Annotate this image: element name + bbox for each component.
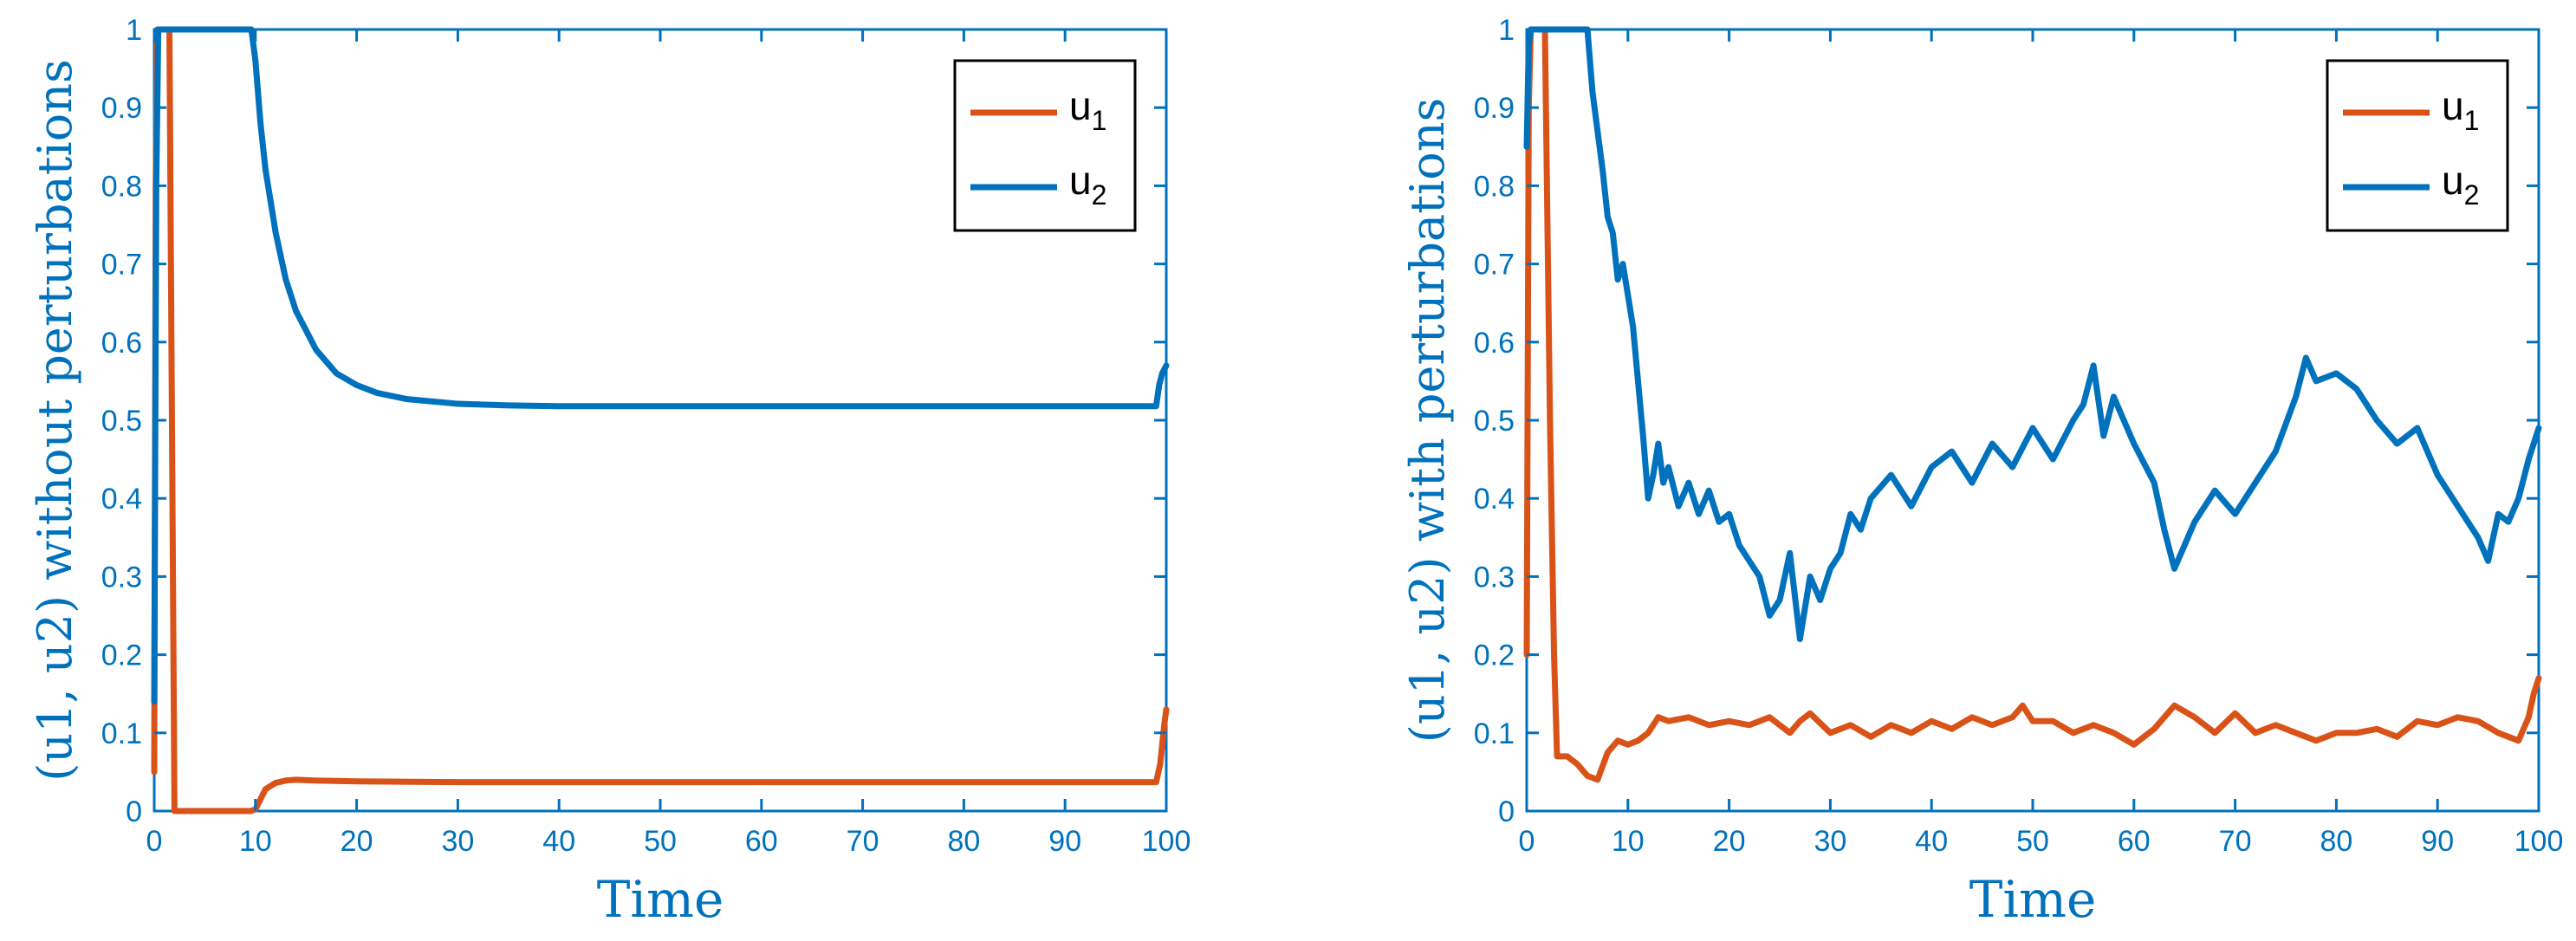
x-axis-label: Time bbox=[597, 870, 724, 929]
series-line-u1 bbox=[1523, 26, 2542, 783]
legend-label-u2: u2 bbox=[2442, 158, 2479, 211]
x-tick-label: 50 bbox=[644, 825, 677, 858]
legend-box bbox=[2326, 59, 2509, 232]
y-tick-label: 0 bbox=[126, 795, 142, 828]
chart-panel-with-perturbations: 0 10 20 30 40 50 60 70 80 90 100 0 0.1 0.2 0.3 0.4 0.5 0.… bbox=[1400, 14, 2563, 929]
y-tick-label: 0.2 bbox=[101, 639, 142, 672]
legend-label-u1: u1 bbox=[2442, 83, 2479, 136]
legend-box bbox=[953, 59, 1137, 232]
x-tick-label: 30 bbox=[441, 825, 474, 858]
y-axis-label: (u1, u2) without perturbations bbox=[28, 59, 82, 781]
y-tick-label: 0.4 bbox=[1474, 483, 1515, 516]
y-tick-label: 0.6 bbox=[1474, 327, 1515, 360]
y-tick-label: 0 bbox=[1498, 795, 1515, 828]
chart-panel-without-perturbations: 0 10 20 30 40 50 60 70 80 90 100 0 0.1 0.2 0.3 0.4 0.5 0.… bbox=[28, 14, 1191, 929]
x-tick-label: 10 bbox=[239, 825, 272, 858]
series-layer bbox=[151, 26, 1170, 814]
legend: u1 u2 bbox=[2326, 59, 2509, 232]
x-tick-label: 40 bbox=[1915, 825, 1948, 858]
x-tick-label: 90 bbox=[2421, 825, 2454, 858]
y-tick-label: 0.7 bbox=[101, 249, 142, 282]
x-axis-label: Time bbox=[1969, 870, 2097, 929]
series-line-u1 bbox=[151, 26, 1170, 814]
y-tick-label: 0.1 bbox=[101, 717, 142, 750]
y-tick-label: 0.4 bbox=[101, 483, 142, 516]
y-tick-label: 0.3 bbox=[101, 561, 142, 594]
x-tick-label: 60 bbox=[2118, 825, 2151, 858]
y-tick-label: 0.3 bbox=[1474, 561, 1515, 594]
x-tick-label: 100 bbox=[1142, 825, 1191, 858]
y-tick-label: 0.9 bbox=[101, 92, 142, 125]
x-tick-label: 100 bbox=[2514, 825, 2564, 858]
ticks-layer: 0 10 20 30 40 50 60 70 80 90 100 0 0.1 0.2 0.3 0.4 0.5 0.… bbox=[101, 14, 1191, 858]
y-tick-label: 0.8 bbox=[101, 170, 142, 203]
x-tick-label: 0 bbox=[146, 825, 163, 858]
y-tick-label: 0.9 bbox=[1474, 92, 1515, 125]
x-tick-label: 40 bbox=[542, 825, 575, 858]
legend: u1 u2 bbox=[953, 59, 1137, 232]
y-tick-label: 1 bbox=[1498, 14, 1515, 47]
x-tick-label: 10 bbox=[1612, 825, 1645, 858]
y-axis-label: (u1, u2) with perturbations bbox=[1400, 98, 1455, 743]
y-tick-label: 0.1 bbox=[1474, 717, 1515, 750]
x-tick-label: 30 bbox=[1814, 825, 1846, 858]
y-tick-label: 1 bbox=[126, 14, 142, 47]
x-tick-label: 90 bbox=[1048, 825, 1081, 858]
x-tick-label: 80 bbox=[947, 825, 980, 858]
x-tick-label: 50 bbox=[2016, 825, 2049, 858]
x-tick-label: 0 bbox=[1519, 825, 1535, 858]
x-tick-label: 70 bbox=[847, 825, 879, 858]
legend-label-u1: u1 bbox=[1069, 83, 1106, 136]
y-tick-label: 0.6 bbox=[101, 327, 142, 360]
series-line-u2 bbox=[151, 26, 1170, 705]
ticks-layer: 0 10 20 30 40 50 60 70 80 90 100 0 0.1 0.2 0.3 0.4 0.5 0.… bbox=[1474, 14, 2564, 858]
y-tick-label: 0.5 bbox=[1474, 405, 1515, 438]
x-tick-label: 60 bbox=[745, 825, 778, 858]
y-tick-label: 0.8 bbox=[1474, 170, 1515, 203]
series-line-u2 bbox=[1523, 26, 2542, 643]
y-tick-label: 0.7 bbox=[1474, 249, 1515, 282]
x-tick-label: 80 bbox=[2320, 825, 2352, 858]
y-tick-label: 0.2 bbox=[1474, 639, 1515, 672]
legend-label-u2: u2 bbox=[1069, 158, 1106, 211]
y-tick-label: 0.5 bbox=[101, 405, 142, 438]
series-layer bbox=[1523, 26, 2542, 783]
x-tick-label: 20 bbox=[341, 825, 373, 858]
x-tick-label: 20 bbox=[1713, 825, 1746, 858]
x-tick-label: 70 bbox=[2219, 825, 2252, 858]
